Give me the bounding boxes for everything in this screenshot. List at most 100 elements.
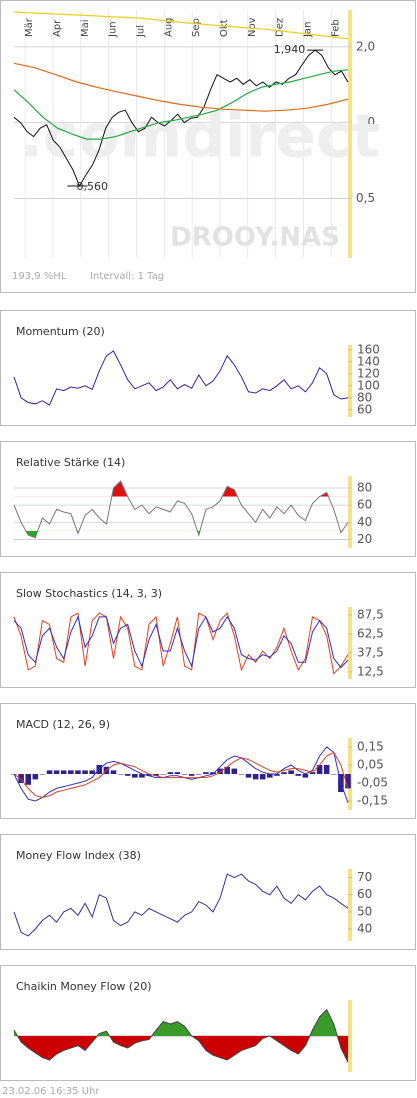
histogram-bar bbox=[309, 772, 316, 774]
histogram-bar bbox=[252, 774, 259, 780]
histogram-bar bbox=[132, 774, 138, 778]
threshold-fill bbox=[14, 1036, 348, 1063]
month-label: Dez bbox=[275, 18, 286, 37]
histogram-bar bbox=[39, 774, 46, 775]
series-line bbox=[13, 350, 349, 406]
y-tick-label: 80 bbox=[357, 481, 372, 495]
series-line bbox=[13, 11, 349, 40]
histogram-bar bbox=[231, 768, 238, 774]
histogram-bar bbox=[288, 770, 294, 774]
panel-title: Relative Stärke (14) bbox=[16, 456, 125, 469]
logo-watermark: .comdirect bbox=[20, 102, 380, 172]
panel-title: Momentum (20) bbox=[16, 325, 105, 338]
histogram-bar bbox=[18, 774, 24, 783]
interval-label: Intervall: 1 Tag bbox=[90, 271, 164, 282]
histogram-bar bbox=[110, 770, 117, 774]
histogram-bar bbox=[89, 770, 95, 774]
histogram-bar bbox=[302, 774, 309, 778]
histogram-bar bbox=[323, 765, 330, 774]
panel-title: MACD (12, 26, 9) bbox=[16, 718, 110, 731]
y-tick-label: 80 bbox=[357, 390, 372, 404]
histogram-bar bbox=[124, 774, 131, 776]
y-tick-label: 60 bbox=[357, 402, 372, 416]
y-tick-label: 120 bbox=[357, 366, 380, 380]
panel-frame bbox=[0, 310, 416, 426]
histogram-bar bbox=[331, 774, 337, 775]
panel-frame bbox=[0, 834, 416, 950]
y-tick-label: 0,5 bbox=[356, 191, 375, 205]
axis-band bbox=[348, 869, 352, 941]
panel-frame bbox=[0, 0, 416, 293]
histogram-bar bbox=[68, 770, 74, 774]
histogram-bar bbox=[174, 772, 181, 774]
month-label: Mär bbox=[24, 17, 35, 37]
series-line bbox=[13, 746, 349, 803]
y-tick-label: 1,0 bbox=[356, 115, 375, 129]
y-tick-label: 87,5 bbox=[357, 607, 384, 621]
panel-frame bbox=[0, 441, 416, 557]
panel-frame bbox=[0, 572, 416, 688]
histogram-bar bbox=[46, 770, 53, 774]
panel-title: Slow Stochastics (14, 3, 3) bbox=[16, 587, 162, 600]
y-tick-label: 0,05 bbox=[357, 758, 384, 772]
y-tick-label: 50 bbox=[357, 904, 372, 918]
timestamp: 23.02.06 16:35 Uhr bbox=[2, 1086, 100, 1097]
y-tick-label: -0,05 bbox=[357, 776, 388, 790]
y-tick-label: 60 bbox=[357, 887, 372, 901]
histogram-bar bbox=[245, 774, 252, 778]
month-label: Sep bbox=[191, 18, 202, 37]
histogram-bar bbox=[82, 770, 88, 774]
y-tick-label: 60 bbox=[357, 498, 372, 512]
histogram-bar bbox=[203, 772, 209, 774]
panel-title: Money Flow Index (38) bbox=[16, 849, 141, 862]
y-tick-label: 62,5 bbox=[357, 626, 384, 640]
histogram-bar bbox=[75, 770, 81, 774]
panel-title: Chaikin Money Flow (20) bbox=[16, 980, 152, 993]
histogram-bar bbox=[217, 768, 223, 774]
y-tick-label: -0,15 bbox=[357, 794, 388, 808]
series-line bbox=[13, 873, 349, 937]
series-line bbox=[13, 612, 349, 675]
y-tick-label: 12,5 bbox=[357, 664, 384, 678]
y-tick-label: 70 bbox=[357, 870, 372, 884]
series-line bbox=[13, 69, 349, 140]
y-tick-label: 40 bbox=[357, 922, 372, 936]
series-line bbox=[13, 1008, 349, 1063]
histogram-bar bbox=[259, 774, 266, 780]
histogram-bar bbox=[139, 774, 145, 778]
histogram-bar bbox=[160, 774, 167, 775]
y-tick-label: 2,0 bbox=[356, 39, 375, 53]
y-tick-label: 160 bbox=[357, 342, 380, 356]
month-label: Jul bbox=[135, 25, 146, 38]
month-label: Apr bbox=[52, 19, 63, 37]
min-label: 0,560 bbox=[76, 180, 108, 193]
histogram-bar bbox=[224, 766, 230, 774]
axis-band bbox=[348, 476, 352, 548]
series-line bbox=[13, 480, 349, 539]
max-label: 1,940 bbox=[274, 43, 306, 56]
series-line bbox=[13, 62, 349, 112]
histogram-bar bbox=[316, 765, 323, 774]
histogram-bar bbox=[60, 770, 67, 774]
histogram-bar bbox=[146, 774, 152, 776]
histogram-bar bbox=[25, 774, 31, 785]
y-tick-label: 100 bbox=[357, 378, 380, 392]
month-label: Aug bbox=[163, 17, 174, 37]
histogram-bar bbox=[32, 774, 39, 780]
y-tick-label: 20 bbox=[357, 532, 372, 546]
histogram-bar bbox=[96, 765, 103, 774]
axis-band bbox=[348, 607, 352, 679]
month-label: Nov bbox=[247, 17, 258, 37]
y-tick-label: 0,15 bbox=[357, 740, 384, 754]
y-tick-label: 140 bbox=[357, 354, 380, 368]
histogram-bar bbox=[267, 774, 273, 778]
axis-band bbox=[348, 345, 352, 417]
month-label: Feb bbox=[330, 19, 341, 37]
axis-band bbox=[348, 1000, 352, 1072]
histogram-bar bbox=[167, 772, 174, 774]
histogram-bar bbox=[295, 774, 302, 776]
y-tick-label: 37,5 bbox=[357, 645, 384, 659]
histogram-bar bbox=[195, 774, 202, 775]
month-label: Jun bbox=[108, 21, 119, 38]
